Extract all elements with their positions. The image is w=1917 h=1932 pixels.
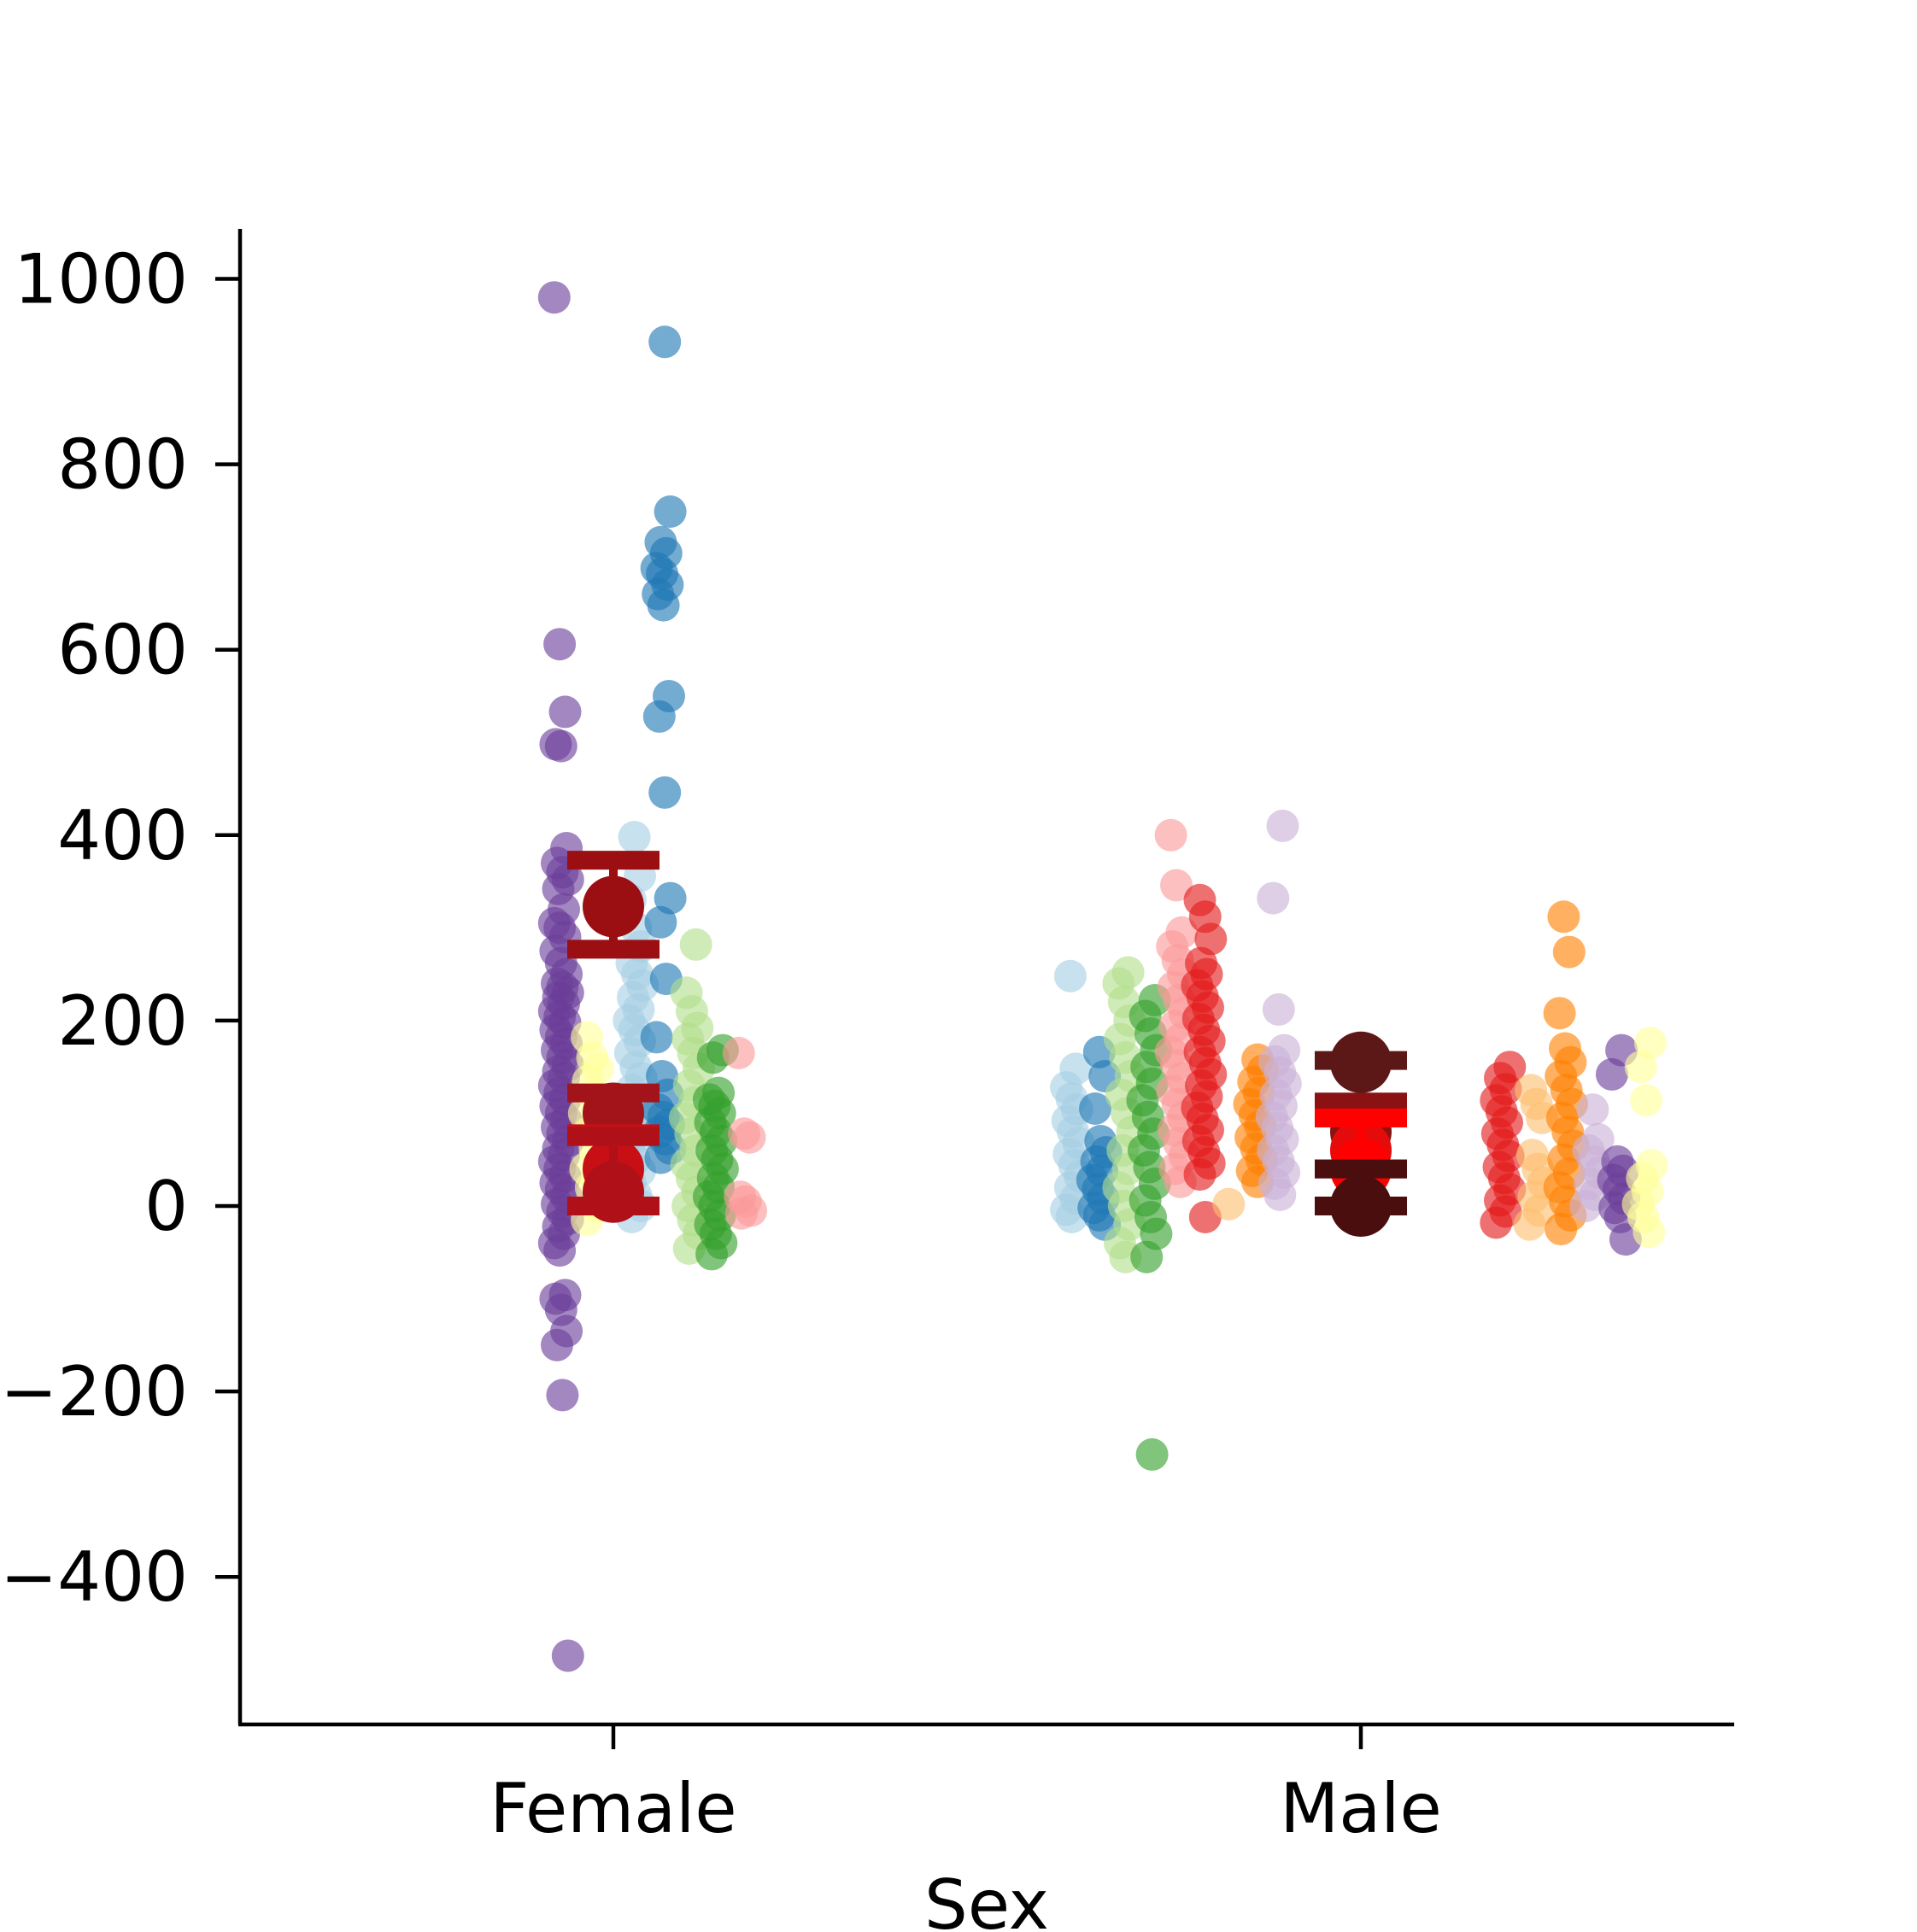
y-tick-label: 0: [144, 1167, 188, 1246]
data-point: [1545, 1213, 1578, 1246]
data-point: [541, 1328, 573, 1361]
mean-marker: [583, 1161, 644, 1223]
data-point: [1053, 959, 1087, 992]
summary-estimates: [567, 851, 1407, 1237]
y-tick-label: −400: [0, 1537, 188, 1617]
data-point: [648, 776, 682, 809]
data-point: [696, 1041, 730, 1074]
data-point: [722, 1036, 755, 1069]
data-point: [546, 1379, 579, 1412]
data-point: [1543, 997, 1576, 1030]
data-point: [551, 1639, 584, 1672]
data-point: [1262, 992, 1295, 1026]
data-point: [1266, 809, 1299, 842]
data-point: [654, 495, 687, 528]
data-point: [644, 1141, 677, 1174]
y-tick-label: −200: [0, 1352, 188, 1431]
y-tick-label: 1000: [14, 240, 188, 319]
data-point: [537, 281, 571, 314]
data-point: [543, 1234, 577, 1268]
data-point: [1624, 1051, 1657, 1084]
y-tick-label: 800: [57, 425, 188, 505]
x-tick-label: Male: [1280, 1769, 1442, 1848]
x-axis-ticks: Female Male: [490, 1724, 1442, 1848]
summary-estimate: [567, 851, 660, 959]
mean-marker: [1330, 1175, 1392, 1237]
data-point: [548, 695, 582, 729]
data-point: [642, 700, 676, 733]
y-tick-label: 400: [57, 796, 188, 875]
y-tick-label: 600: [57, 611, 188, 690]
data-point: [724, 1197, 758, 1230]
data-point: [640, 1021, 673, 1054]
y-tick-label: 200: [57, 981, 188, 1061]
data-point: [1513, 1208, 1546, 1241]
data-point: [1263, 1179, 1297, 1211]
data-point: [695, 1238, 729, 1271]
mean-marker: [583, 875, 644, 938]
data-point: [1569, 1190, 1603, 1222]
data-point: [1595, 1057, 1628, 1091]
x-tick-label: Female: [490, 1769, 736, 1848]
data-point: [647, 588, 680, 622]
data-point: [1183, 1158, 1216, 1191]
data-point: [1257, 881, 1290, 915]
data-point: [644, 905, 677, 939]
data-point: [544, 729, 577, 763]
data-point: [1135, 1437, 1169, 1471]
data-point: [1212, 1187, 1246, 1221]
data-point: [648, 325, 682, 359]
y-axis-ticks: −400 −200 0 200 400 600 800 1000: [0, 240, 240, 1617]
data-point: [618, 821, 651, 853]
summary-estimate: [1315, 1031, 1407, 1112]
data-point: [1552, 935, 1586, 969]
data-point: [1633, 1215, 1666, 1249]
mean-marker: [1330, 1031, 1392, 1093]
summary-estimate: [1315, 1159, 1407, 1237]
data-point: [1480, 1206, 1513, 1239]
data-point: [1576, 1093, 1609, 1127]
data-point: [1160, 869, 1193, 902]
data-point: [1630, 1084, 1663, 1117]
data-point: [679, 928, 712, 961]
data-point: [1079, 1092, 1111, 1125]
x-axis-title: Sex: [924, 1865, 1049, 1932]
data-points: [537, 281, 1668, 1672]
data-point: [1547, 900, 1580, 934]
data-point: [733, 1121, 766, 1154]
data-point: [1130, 1240, 1164, 1273]
summary-estimate: [567, 1127, 660, 1223]
data-point: [1154, 818, 1187, 852]
data-point: [543, 628, 577, 661]
